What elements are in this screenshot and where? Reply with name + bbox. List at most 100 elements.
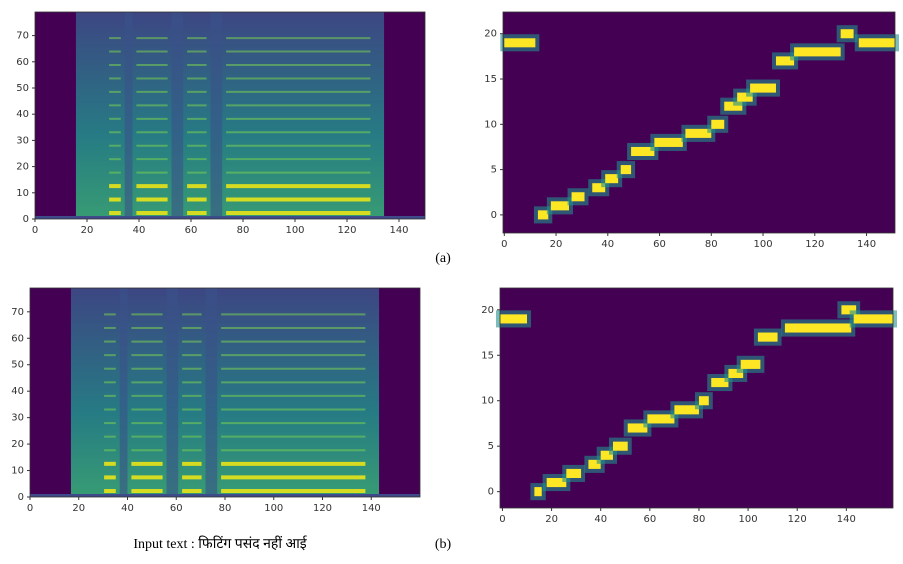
- x-tick-label: 80: [219, 503, 232, 514]
- y-tick-label: 15: [484, 74, 497, 85]
- alignment-cell: [647, 414, 675, 424]
- alignment-cell: [620, 165, 632, 175]
- x-tick-label: 80: [693, 514, 706, 525]
- alignment-cell: [737, 92, 753, 102]
- x-tick-label: 80: [705, 239, 718, 250]
- alignment-cell: [685, 128, 712, 138]
- x-tick-label: 20: [550, 239, 563, 250]
- y-tick-label: 5: [488, 441, 494, 452]
- y-tick-label: 40: [11, 386, 24, 397]
- alignment-cell: [550, 201, 569, 211]
- alignment-cell: [853, 314, 893, 324]
- y-tick-label: 0: [488, 487, 494, 498]
- alignment-cell: [588, 459, 601, 469]
- y-tick-label: 70: [16, 31, 29, 42]
- x-tick-label: 100: [739, 514, 758, 525]
- caption: (b): [435, 537, 452, 552]
- x-tick-label: 120: [805, 239, 824, 250]
- x-tick-label: 100: [753, 239, 772, 250]
- plot-frame: [34, 11, 426, 220]
- y-tick-label: 10: [481, 396, 494, 407]
- x-tick-label: 20: [545, 514, 558, 525]
- y-tick-label: 20: [16, 162, 29, 173]
- x-tick-label: 100: [264, 503, 283, 514]
- x-tick-label: 140: [857, 239, 876, 250]
- y-tick-label: 0: [491, 210, 497, 221]
- x-tick-label: 0: [499, 514, 505, 525]
- y-tick-label: 0: [18, 492, 24, 503]
- alignment-cell: [534, 487, 542, 497]
- x-tick-label: 140: [837, 514, 856, 525]
- alignment-cell: [840, 29, 854, 39]
- x-tick-label: 140: [362, 503, 381, 514]
- y-tick-label: 10: [11, 466, 24, 477]
- y-tick-label: 40: [16, 109, 29, 120]
- x-tick-label: 60: [643, 514, 656, 525]
- alignment-cell: [698, 396, 709, 406]
- y-tick-label: 20: [11, 439, 24, 450]
- alignment-cell: [784, 323, 852, 333]
- y-tick-label: 30: [11, 413, 24, 424]
- gap: [124, 12, 133, 219]
- input-text: Input text : फिटिंग पसंद नहीं आई: [133, 535, 307, 552]
- y-tick-label: 70: [11, 307, 24, 318]
- y-tick-label: 20: [481, 305, 494, 316]
- alignment-cell: [841, 305, 857, 315]
- x-tick-label: 120: [337, 225, 356, 236]
- alignment-cell: [571, 192, 585, 202]
- x-tick-label: 60: [653, 239, 666, 250]
- x-tick-label: 0: [32, 225, 38, 236]
- y-tick-label: 60: [11, 333, 24, 344]
- alignment-cell: [858, 38, 895, 48]
- x-tick-label: 40: [594, 514, 607, 525]
- alignment-cell: [711, 378, 729, 388]
- y-tick-label: 60: [16, 57, 29, 68]
- alignment-cell: [711, 119, 725, 129]
- alignment-cell: [631, 146, 655, 157]
- caption: (a): [435, 251, 451, 266]
- x-tick-label: 20: [72, 503, 85, 514]
- x-tick-label: 40: [133, 225, 146, 236]
- x-tick-label: 120: [313, 503, 332, 514]
- alignment-cell: [794, 47, 841, 57]
- x-tick-label: 0: [501, 239, 507, 250]
- x-tick-label: 40: [121, 503, 134, 514]
- x-tick-label: 80: [237, 225, 250, 236]
- alignment-cell: [605, 174, 619, 184]
- alignment-cell: [546, 478, 567, 488]
- alignment-cell: [566, 468, 582, 478]
- alignment-cell: [674, 405, 699, 415]
- alignment-cell: [500, 314, 528, 324]
- gap: [171, 12, 184, 219]
- y-tick-label: 50: [11, 360, 24, 371]
- silence-edge: [35, 216, 425, 219]
- plot-frame: [499, 287, 894, 509]
- y-tick-label: 10: [16, 188, 29, 199]
- x-tick-label: 0: [27, 503, 33, 514]
- alignment-cell: [654, 137, 683, 147]
- x-tick-label: 140: [389, 225, 408, 236]
- alignment-cell: [724, 101, 743, 111]
- spectrogram: [35, 12, 425, 219]
- gap: [205, 288, 218, 497]
- alignment-cell: [537, 210, 549, 220]
- gap: [166, 288, 179, 497]
- gap: [119, 288, 128, 497]
- y-tick-label: 0: [23, 214, 29, 225]
- gap: [210, 12, 223, 219]
- alignment-cell: [740, 359, 761, 369]
- y-tick-label: 5: [491, 165, 497, 176]
- plot-frame: [502, 11, 896, 234]
- alignment-cell: [627, 423, 648, 433]
- alignment-cell: [600, 450, 613, 460]
- alignment-cell: [728, 368, 744, 378]
- alignment-cell: [504, 38, 536, 48]
- alignment-cell: [612, 441, 628, 451]
- alignment-cell: [750, 83, 776, 93]
- x-tick-label: 60: [170, 503, 183, 514]
- spectrogram: [30, 288, 420, 497]
- alignment-cell: [757, 332, 778, 342]
- y-tick-label: 20: [484, 29, 497, 40]
- y-tick-label: 50: [16, 83, 29, 94]
